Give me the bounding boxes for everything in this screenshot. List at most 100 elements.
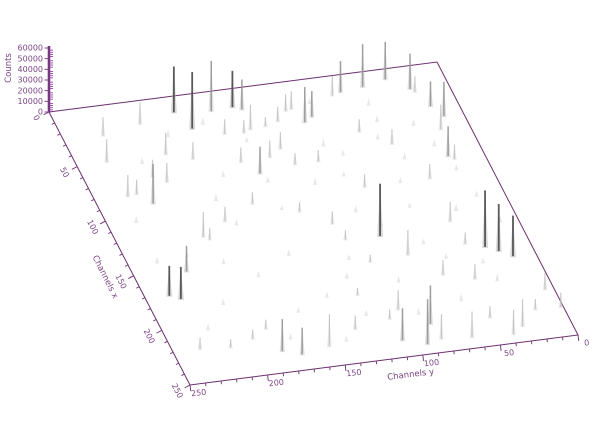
spike xyxy=(209,61,214,112)
spike xyxy=(338,61,343,93)
spike xyxy=(368,255,372,263)
spike-glow xyxy=(342,171,346,176)
spike xyxy=(242,120,246,133)
spike xyxy=(432,139,436,146)
spike-glow xyxy=(245,137,249,143)
spike xyxy=(511,310,515,336)
spike xyxy=(264,320,268,330)
spike xyxy=(543,273,547,291)
spike xyxy=(495,273,499,281)
spike xyxy=(325,292,329,297)
spike-glow xyxy=(289,333,293,339)
x-tick xyxy=(142,298,145,299)
spike xyxy=(412,119,416,125)
spike xyxy=(390,129,394,145)
spike xyxy=(428,164,432,180)
spike xyxy=(473,264,477,280)
x-tick xyxy=(153,319,156,320)
spike xyxy=(214,194,218,201)
spike-glow xyxy=(214,194,218,201)
spike-glow xyxy=(221,171,225,177)
spike xyxy=(417,308,421,315)
counts-tick-label: 0 xyxy=(38,108,43,117)
y-tick xyxy=(500,345,501,351)
spike xyxy=(313,177,317,185)
y-tick-label: 250 xyxy=(191,388,207,399)
spike-glow xyxy=(475,190,479,196)
spike xyxy=(198,338,202,350)
x-tick xyxy=(108,232,111,233)
counts-tick-label: 20000 xyxy=(18,86,43,95)
spike xyxy=(155,257,159,264)
spike-glow xyxy=(459,294,463,301)
x-tick xyxy=(97,210,100,211)
spike-glow xyxy=(221,299,225,305)
spike xyxy=(413,76,417,93)
spike-glow xyxy=(422,238,426,244)
spike xyxy=(367,98,371,106)
x-tick xyxy=(148,309,151,310)
spike-glow xyxy=(341,149,345,155)
spike xyxy=(330,76,334,96)
counts-axis-title: Counts xyxy=(4,53,14,83)
spike xyxy=(201,117,205,125)
spike-glow xyxy=(408,202,412,207)
spike xyxy=(283,94,287,112)
spike xyxy=(475,190,479,196)
spike xyxy=(208,228,212,240)
spike xyxy=(488,306,492,318)
spike xyxy=(428,81,433,107)
x-tick xyxy=(114,243,117,244)
spike xyxy=(454,164,458,170)
spike xyxy=(289,91,293,110)
spike xyxy=(341,149,345,155)
spike xyxy=(250,192,254,204)
spike-glow xyxy=(417,308,421,315)
spike xyxy=(482,190,488,248)
spike xyxy=(251,330,255,340)
spike xyxy=(101,117,105,136)
spike xyxy=(408,202,412,207)
spike xyxy=(357,119,361,132)
spike-glow xyxy=(412,119,416,125)
x-tick xyxy=(91,199,94,200)
spike xyxy=(463,232,467,244)
x-tick xyxy=(80,178,83,179)
spike xyxy=(302,87,307,123)
x-tick xyxy=(176,363,179,364)
x-tick xyxy=(165,341,168,342)
spike-glow xyxy=(140,157,144,164)
spike xyxy=(166,266,172,297)
spike-glow xyxy=(206,323,210,330)
spike-glow xyxy=(222,258,226,264)
spike xyxy=(520,299,524,327)
x-tick xyxy=(63,145,66,146)
counts-tick-label: 30000 xyxy=(18,76,43,85)
spike-glow xyxy=(364,310,368,316)
spike xyxy=(140,157,144,164)
spike xyxy=(454,204,458,212)
spike xyxy=(266,176,270,182)
x-tick xyxy=(170,352,173,353)
spike xyxy=(481,258,485,264)
spike xyxy=(105,139,109,163)
counts-tick-label: 40000 xyxy=(18,65,43,74)
spike xyxy=(330,211,334,224)
spike xyxy=(470,312,474,339)
spike-glow xyxy=(280,205,284,210)
spike xyxy=(441,260,445,275)
spike xyxy=(446,126,451,157)
spike xyxy=(362,174,366,187)
spike xyxy=(166,129,170,138)
spike xyxy=(189,72,195,130)
spike-glow xyxy=(313,177,317,185)
spike-glow xyxy=(347,254,351,259)
spike xyxy=(397,276,401,282)
spike xyxy=(327,314,331,347)
x-tick-label: 100 xyxy=(85,218,100,236)
spike-glow xyxy=(266,176,270,182)
spikes-layer xyxy=(101,42,563,356)
x-tick xyxy=(119,254,122,255)
spike xyxy=(439,314,443,340)
y-tick-label: 0 xyxy=(584,338,590,348)
